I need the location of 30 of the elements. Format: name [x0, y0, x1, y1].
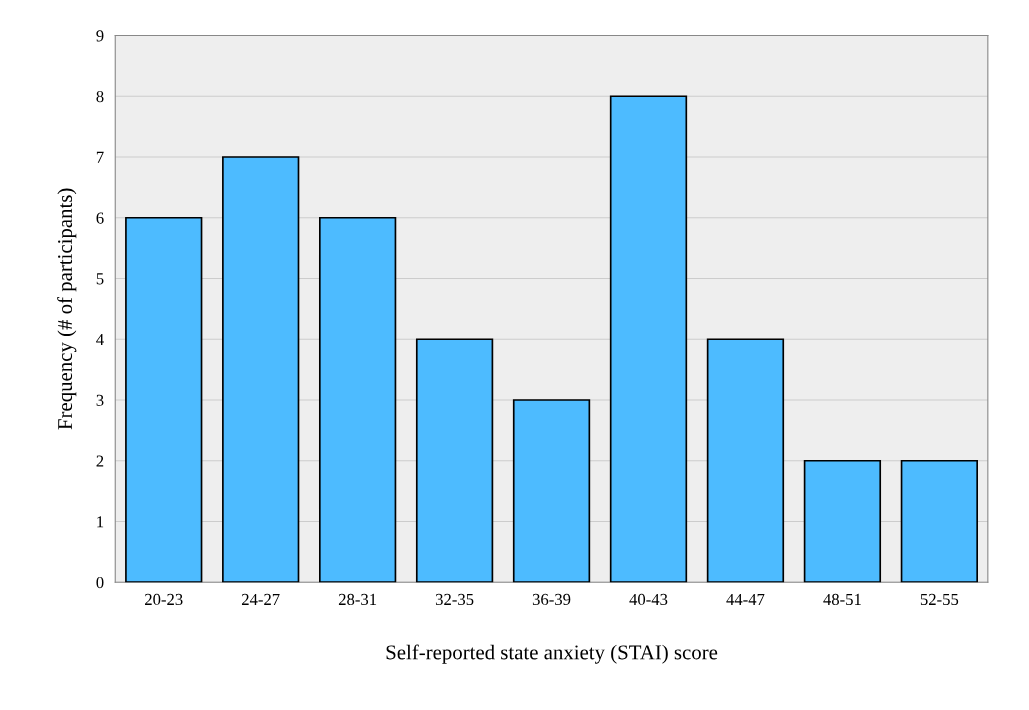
- x-tick-label: 24-27: [241, 593, 280, 605]
- bar: [415, 338, 494, 583]
- y-tick-label: 7: [96, 151, 104, 163]
- y-tick-label: 2: [96, 455, 104, 467]
- bar: [803, 459, 882, 583]
- x-tick-label: 20-23: [145, 593, 183, 606]
- y-tick-label: 3: [96, 394, 104, 406]
- x-tick-label: 48-51: [823, 593, 861, 606]
- x-tick-label: 52-55: [920, 593, 959, 606]
- x-tick-label: 32-35: [435, 593, 474, 606]
- bar: [706, 338, 785, 583]
- x-tick-label: 28-31: [338, 593, 377, 606]
- x-tick-label: 40-43: [629, 593, 668, 606]
- x-tick-label: 36-39: [532, 593, 571, 606]
- y-axis-title: Frequency (# of participants): [57, 188, 77, 430]
- y-tick-label: 5: [96, 273, 104, 285]
- bar: [318, 216, 397, 583]
- y-tick-label: 6: [96, 212, 104, 224]
- y-tick-label: 0: [96, 576, 104, 589]
- x-tick-label: 44-47: [726, 593, 765, 605]
- y-tick-label: 4: [96, 334, 104, 345]
- bar: [900, 459, 979, 583]
- x-axis-title: Self-reported state anxiety (STAI) score: [386, 644, 718, 664]
- y-tick-label: 8: [96, 90, 104, 103]
- bar: [609, 95, 688, 583]
- bar: [512, 399, 591, 583]
- bar: [125, 216, 203, 583]
- y-tick-label: 9: [96, 30, 104, 42]
- bar: [222, 156, 300, 583]
- y-tick-label: 1: [97, 516, 104, 528]
